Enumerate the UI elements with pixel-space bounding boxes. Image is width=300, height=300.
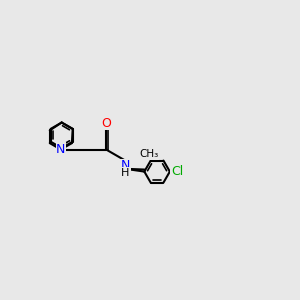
Text: H: H xyxy=(121,168,129,178)
Text: N: N xyxy=(56,143,65,156)
Text: CH₃: CH₃ xyxy=(140,149,159,159)
Text: Cl: Cl xyxy=(171,165,183,178)
Text: N: N xyxy=(121,159,130,172)
Text: O: O xyxy=(101,116,111,130)
